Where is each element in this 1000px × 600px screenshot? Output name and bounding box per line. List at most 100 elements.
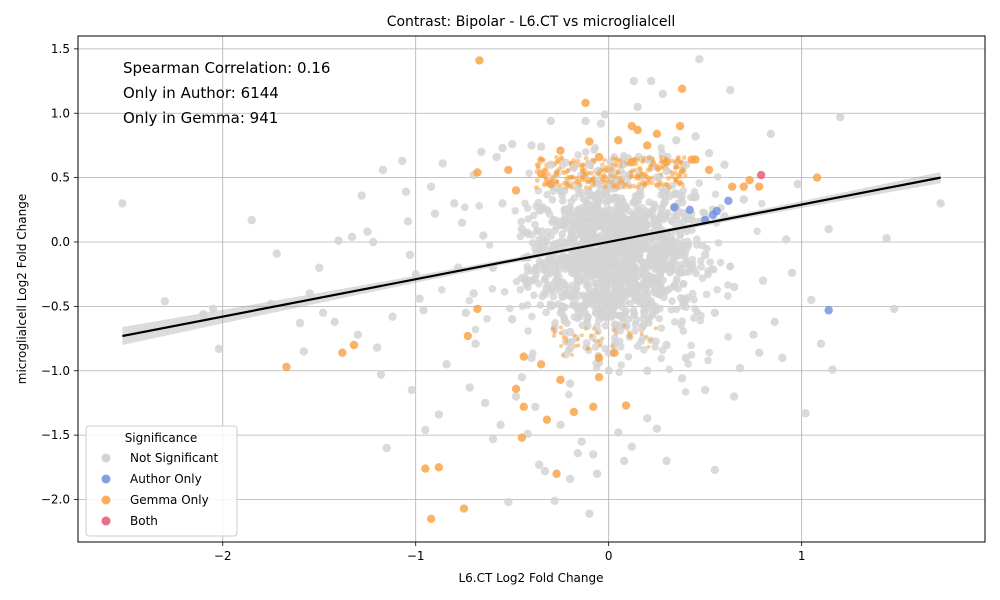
point-not-significant: [524, 215, 533, 223]
point-not-significant: [603, 209, 612, 218]
point-not-significant: [704, 270, 712, 279]
point-not-significant: [575, 212, 584, 221]
point-not-significant: [598, 312, 607, 321]
point-gemma-only: [635, 174, 641, 180]
point-gemma-only: [560, 353, 565, 358]
point-gemma-only: [647, 167, 653, 173]
point-not-significant: [247, 215, 256, 225]
point-not-significant: [670, 318, 679, 326]
point-not-significant: [698, 274, 707, 282]
point-not-significant: [575, 247, 584, 255]
point-gemma-only: [475, 56, 484, 65]
point-gemma-only: [600, 162, 605, 168]
point-not-significant: [567, 289, 576, 298]
point-not-significant: [479, 231, 488, 240]
point-gemma-only: [677, 84, 687, 93]
point-gemma-only: [621, 184, 627, 190]
point-not-significant: [793, 179, 803, 189]
point-not-significant: [604, 305, 613, 314]
point-gemma-only: [678, 168, 684, 174]
point-gemma-only: [739, 182, 748, 191]
point-not-significant: [542, 308, 550, 317]
point-not-significant: [426, 182, 436, 191]
point-not-significant: [726, 85, 735, 95]
point-not-significant: [569, 163, 579, 172]
point-not-significant: [496, 420, 505, 430]
point-not-significant: [631, 267, 639, 276]
point-not-significant: [508, 315, 517, 324]
point-gemma-only: [535, 163, 541, 169]
point-not-significant: [787, 268, 797, 278]
point-not-significant: [807, 295, 816, 305]
point-not-significant: [601, 344, 609, 353]
point-not-significant: [690, 314, 698, 322]
point-gemma-only: [641, 174, 647, 180]
point-not-significant: [567, 198, 576, 206]
point-gemma-only: [585, 346, 590, 351]
point-not-significant: [648, 300, 657, 309]
point-gemma-only: [674, 164, 680, 170]
point-gemma-only: [608, 179, 614, 185]
point-not-significant: [617, 210, 626, 219]
point-not-significant: [592, 469, 602, 478]
legend-marker-not-significant: [101, 453, 111, 463]
point-not-significant: [724, 333, 732, 341]
point-not-significant: [480, 398, 490, 408]
point-not-significant: [617, 342, 625, 351]
point-not-significant: [614, 428, 623, 437]
point-gemma-only: [552, 333, 557, 338]
point-gemma-only: [600, 174, 606, 180]
point-not-significant: [542, 266, 550, 274]
point-not-significant: [511, 392, 521, 401]
point-not-significant: [619, 246, 628, 255]
point-not-significant: [566, 234, 575, 242]
point-gemma-only: [675, 121, 685, 131]
point-not-significant: [579, 291, 588, 299]
point-gemma-only: [591, 175, 597, 180]
point-not-significant: [591, 143, 600, 152]
point-not-significant: [677, 374, 687, 383]
point-not-significant: [540, 466, 550, 476]
point-not-significant: [517, 274, 526, 282]
point-gemma-only: [680, 182, 686, 188]
point-not-significant: [585, 509, 594, 518]
point-not-significant: [461, 308, 471, 318]
point-gemma-only: [563, 180, 569, 186]
point-gemma-only: [544, 166, 549, 172]
point-author-only: [824, 306, 833, 315]
point-not-significant: [584, 255, 593, 263]
point-not-significant: [661, 288, 669, 297]
point-gemma-only: [617, 163, 623, 168]
point-gemma-only: [598, 343, 603, 348]
point-not-significant: [555, 217, 563, 225]
point-gemma-only: [681, 155, 687, 160]
point-not-significant: [376, 370, 386, 379]
point-not-significant: [629, 245, 638, 254]
point-not-significant: [656, 248, 664, 256]
point-gemma-only: [591, 326, 596, 331]
point-gemma-only: [595, 171, 601, 177]
point-gemma-only: [669, 174, 675, 179]
point-gemma-only: [594, 372, 604, 382]
point-not-significant: [533, 226, 541, 235]
point-not-significant: [272, 249, 281, 258]
point-gemma-only: [421, 464, 430, 473]
point-gemma-only: [662, 157, 671, 167]
point-not-significant: [700, 250, 710, 260]
point-gemma-only: [676, 158, 682, 164]
x-tick-label: 0: [605, 549, 613, 563]
point-gemma-only: [426, 514, 436, 524]
point-not-significant: [710, 308, 720, 318]
point-not-significant: [681, 388, 690, 396]
point-gemma-only: [554, 179, 560, 184]
point-not-significant: [564, 262, 573, 271]
point-not-significant: [610, 215, 618, 223]
point-not-significant: [890, 304, 899, 314]
point-not-significant: [641, 216, 649, 225]
point-gemma-only: [569, 175, 575, 180]
point-not-significant: [625, 230, 634, 238]
point-not-significant: [546, 116, 555, 126]
point-not-significant: [498, 143, 507, 153]
point-gemma-only: [592, 338, 597, 343]
